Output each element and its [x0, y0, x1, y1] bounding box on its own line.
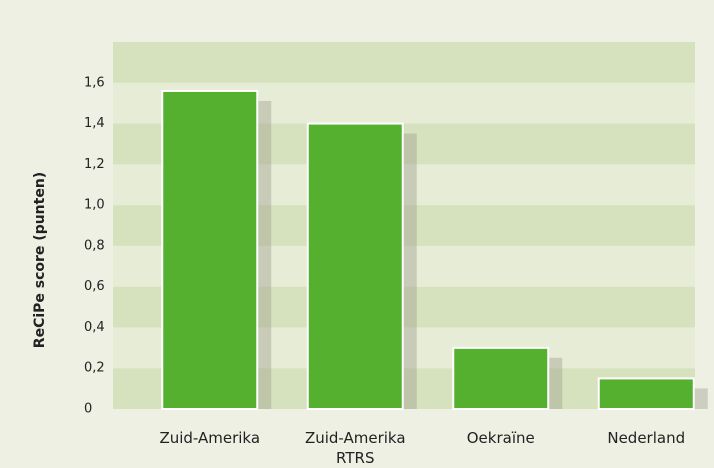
- bar: [597, 377, 695, 410]
- x-tick-label: Zuid-Amerika RTRS: [304, 429, 406, 467]
- y-tick-label: 0: [84, 402, 92, 417]
- y-tick-label: 1,4: [84, 116, 105, 131]
- x-tick-label: Oekraïne: [466, 429, 535, 447]
- bar: [161, 89, 259, 411]
- x-tick-label: Nederland: [607, 429, 686, 447]
- y-tick-label: 0,2: [84, 361, 105, 376]
- bar: [306, 122, 404, 411]
- grid-band: [113, 42, 695, 83]
- y-tick-label: 1,0: [84, 198, 105, 213]
- y-tick-label: 0,6: [84, 279, 105, 294]
- y-axis-label: ReCiPe score (punten): [32, 172, 48, 348]
- x-tick-label: Zuid-Amerika: [159, 429, 261, 447]
- y-tick-label: 0,8: [84, 238, 105, 253]
- bar: [452, 346, 550, 411]
- y-tick-label: 1,6: [84, 75, 105, 90]
- y-tick-label: 0,4: [84, 320, 105, 335]
- y-tick-label: 1,2: [84, 157, 105, 172]
